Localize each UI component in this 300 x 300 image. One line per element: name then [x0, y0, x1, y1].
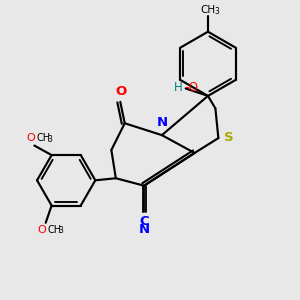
Text: C: C — [139, 215, 149, 228]
Text: 3: 3 — [59, 226, 64, 235]
Text: O: O — [26, 134, 35, 143]
Text: N: N — [139, 223, 150, 236]
Text: S: S — [224, 131, 233, 144]
Text: CH: CH — [36, 134, 50, 143]
Text: O: O — [115, 85, 127, 98]
Text: CH: CH — [47, 225, 61, 235]
Text: O: O — [38, 225, 46, 235]
Text: CH: CH — [200, 5, 215, 15]
Text: H: H — [174, 81, 183, 94]
Text: -O: -O — [184, 81, 199, 94]
Text: N: N — [157, 116, 168, 129]
Text: 3: 3 — [47, 135, 52, 144]
Text: 3: 3 — [215, 7, 220, 16]
